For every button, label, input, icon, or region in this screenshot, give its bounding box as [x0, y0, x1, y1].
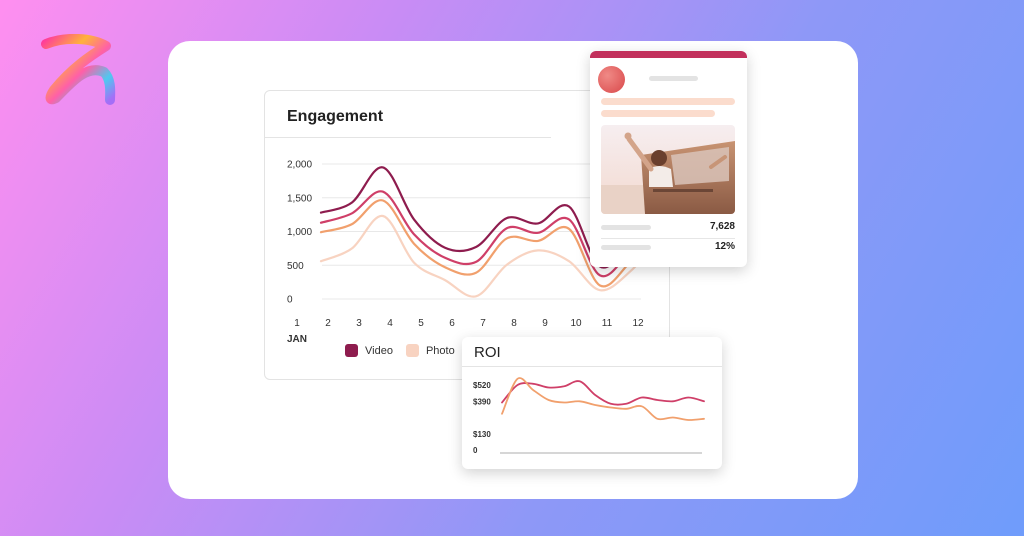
legend-item-video: Video: [345, 344, 393, 357]
brand-loop-icon: [40, 34, 116, 108]
y-tick-label: 500: [287, 261, 304, 272]
legend-label-photo: Photo: [425, 344, 455, 357]
legend-swatch-video: [345, 344, 358, 357]
roi-chart: 0 $130 $390 $520: [473, 377, 705, 455]
x-tick-label: 8: [511, 318, 517, 329]
roi-chart-card: ROI 0 $130 $390 $520: [462, 337, 722, 469]
x-month-label: JAN: [287, 334, 307, 345]
x-tick-label: 11: [602, 318, 613, 329]
roi-series-line: [501, 377, 705, 421]
caption-placeholder-line: [601, 98, 735, 105]
x-tick-label: 7: [480, 318, 486, 329]
post-accent-bar: [590, 51, 747, 58]
roi-divider: [462, 366, 722, 367]
caption-placeholder-line: [601, 110, 715, 117]
x-tick-label: 4: [387, 318, 393, 329]
series-line: [319, 214, 664, 298]
y-tick-label: 2,000: [287, 160, 312, 171]
avatar: [598, 66, 625, 93]
post-photo: [601, 125, 735, 214]
chart-title: Engagement: [287, 108, 384, 125]
roi-y-tick-label: $130: [473, 430, 491, 439]
legend-swatch-photo: [405, 344, 419, 357]
x-tick-label: 2: [325, 318, 331, 329]
legend-label-video: Video: [365, 344, 393, 357]
stat-divider: [601, 238, 735, 239]
roi-title: ROI: [474, 344, 501, 361]
y-tick-label: 0: [287, 295, 293, 306]
x-tick-label: 10: [570, 318, 582, 329]
x-tick-label: 5: [418, 318, 424, 329]
stat-row-reach: 7,628: [601, 221, 735, 235]
series-line: [319, 199, 664, 288]
roi-y-tick-label: 0: [473, 446, 478, 455]
x-tick-label: 6: [449, 318, 455, 329]
social-post-card[interactable]: 7,628 12%: [590, 51, 747, 267]
legend-item-photo: Photo: [405, 344, 455, 357]
stat-label-placeholder: [601, 245, 651, 250]
username-placeholder: [649, 76, 698, 81]
y-tick-label: 1,000: [287, 227, 312, 238]
stat-value: 7,628: [709, 221, 735, 232]
stat-value: 12%: [714, 241, 735, 252]
chart-legend: Video Photo: [345, 344, 468, 357]
title-divider: [265, 137, 551, 138]
roi-series-line: [501, 380, 705, 406]
series-line: [319, 190, 664, 278]
x-tick-label: 3: [356, 318, 362, 329]
x-tick-label: 1: [294, 318, 300, 329]
stat-label-placeholder: [601, 225, 651, 230]
x-tick-label: 12: [632, 318, 644, 329]
stat-row-rate: 12%: [601, 241, 735, 255]
roi-y-tick-label: $390: [473, 397, 491, 406]
y-tick-label: 1,500: [287, 193, 312, 204]
roi-y-tick-label: $520: [473, 381, 491, 390]
x-tick-label: 9: [542, 318, 548, 329]
